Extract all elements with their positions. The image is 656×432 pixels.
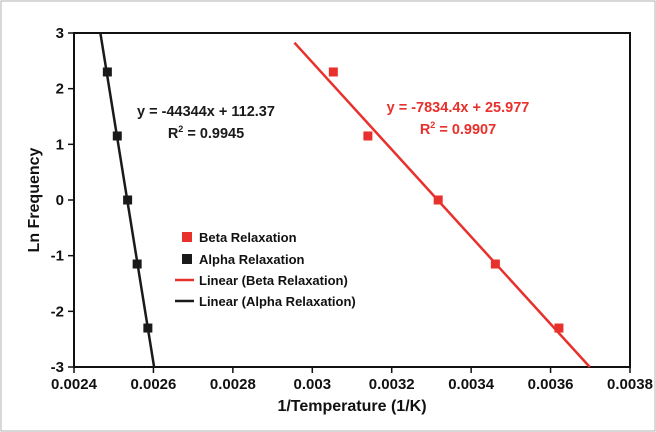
x-tick-label: 0.0028 <box>210 376 256 393</box>
x-tick-label: 0.0038 <box>607 376 653 393</box>
data-point-alpha <box>123 195 133 205</box>
beta-r2-value: = 0.9907 <box>435 122 496 138</box>
y-tick-label: -2 <box>51 303 64 320</box>
x-tick-labels: 0.0024 0.0026 0.0028 0.003 0.0032 0.0034… <box>51 376 653 393</box>
y-tick-label: 0 <box>56 192 64 209</box>
x-tick-label: 0.0034 <box>448 376 495 393</box>
legend: Beta Relaxation Alpha Relaxation Linear … <box>175 230 356 309</box>
x-axis-title: 1/Temperature (1/K) <box>277 398 426 415</box>
legend-label-linear-alpha: Linear (Alpha Relaxation) <box>199 294 356 309</box>
data-point-beta <box>433 195 443 205</box>
data-point-beta <box>490 259 500 269</box>
data-point-beta <box>328 67 338 77</box>
x-tick-label: 0.0032 <box>369 376 415 393</box>
alpha-r2-exp: 2 <box>178 124 183 134</box>
data-point-beta <box>554 323 564 333</box>
alpha-r2-value: = 0.9945 <box>183 126 244 142</box>
y-tick-label: -3 <box>51 359 64 376</box>
y-tick-label: 3 <box>56 25 64 42</box>
y-tick-label: -1 <box>51 248 64 265</box>
trendline-beta <box>293 41 591 368</box>
beta-r2-prefix: R <box>420 122 431 138</box>
x-tick-label: 0.003 <box>294 376 332 393</box>
alpha-equation: y = -44344x + 112.37 <box>137 104 275 120</box>
x-tick-label: 0.0026 <box>130 376 176 393</box>
ticks-layer <box>68 32 631 373</box>
legend-label-beta: Beta Relaxation <box>199 230 297 245</box>
data-point-alpha <box>112 131 122 141</box>
y-tick-label: 2 <box>56 81 64 98</box>
y-tick-labels: 3 2 1 0 -1 -2 -3 <box>51 25 64 376</box>
x-tick-label: 0.0024 <box>51 376 98 393</box>
points-layer <box>102 67 564 333</box>
data-point-alpha <box>143 323 153 333</box>
x-tick-label: 0.0036 <box>528 376 574 393</box>
beta-equation: y = -7834.4x + 25.977 <box>387 100 530 116</box>
legend-label-alpha: Alpha Relaxation <box>199 252 305 267</box>
y-axis-title: Ln Frequency <box>26 147 43 252</box>
legend-marker-beta <box>182 232 192 242</box>
alpha-r2: R2 = 0.9945 <box>168 124 244 142</box>
data-point-alpha <box>102 67 112 77</box>
beta-r2: R2 = 0.9907 <box>420 120 496 138</box>
legend-label-linear-beta: Linear (Beta Relaxation) <box>199 273 348 288</box>
alpha-r2-prefix: R <box>168 126 179 142</box>
beta-r2-exp: 2 <box>430 120 435 130</box>
data-point-alpha <box>132 259 142 269</box>
data-point-beta <box>363 131 373 141</box>
y-tick-label: 1 <box>56 136 64 153</box>
legend-marker-alpha <box>182 254 192 264</box>
